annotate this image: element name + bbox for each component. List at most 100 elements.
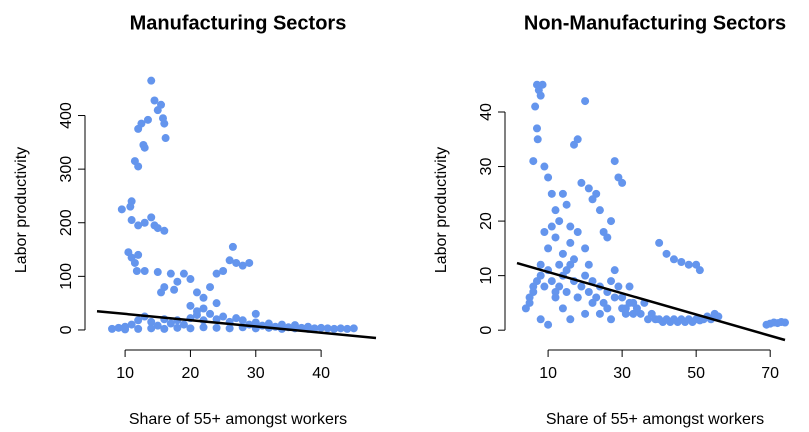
point bbox=[662, 249, 671, 258]
point bbox=[781, 318, 789, 327]
y-tick-label: 200 bbox=[58, 209, 75, 236]
point bbox=[232, 314, 241, 323]
fit-line bbox=[516, 261, 786, 342]
point bbox=[684, 260, 693, 269]
point bbox=[618, 178, 627, 187]
point bbox=[121, 325, 130, 334]
point bbox=[206, 283, 215, 292]
y-tick-label: 20 bbox=[478, 212, 495, 230]
point bbox=[343, 324, 352, 333]
point bbox=[251, 309, 260, 318]
point bbox=[669, 255, 678, 264]
point bbox=[614, 282, 623, 291]
point bbox=[629, 298, 638, 307]
point bbox=[540, 282, 549, 291]
point bbox=[134, 221, 143, 230]
fit-line bbox=[96, 309, 377, 340]
point bbox=[192, 310, 201, 319]
point bbox=[317, 323, 326, 332]
point bbox=[540, 228, 549, 236]
point bbox=[134, 316, 143, 325]
point bbox=[186, 301, 195, 310]
point bbox=[595, 206, 604, 215]
x-tick-label: 30 bbox=[613, 365, 631, 382]
point bbox=[531, 102, 540, 111]
y-tick-label: 30 bbox=[478, 158, 495, 176]
point bbox=[558, 304, 567, 313]
point bbox=[536, 91, 545, 100]
point bbox=[199, 304, 208, 313]
point bbox=[538, 80, 547, 89]
point bbox=[551, 206, 560, 215]
point bbox=[232, 258, 241, 267]
point bbox=[544, 173, 553, 182]
y-tick-label: 40 bbox=[478, 103, 495, 121]
point bbox=[225, 324, 234, 333]
point bbox=[581, 271, 590, 280]
point bbox=[558, 189, 567, 198]
point bbox=[160, 324, 169, 333]
point bbox=[179, 269, 188, 278]
point bbox=[562, 200, 571, 209]
point bbox=[147, 324, 156, 333]
point bbox=[147, 76, 156, 85]
point bbox=[566, 222, 575, 231]
point bbox=[558, 249, 567, 258]
point bbox=[603, 233, 612, 242]
point bbox=[603, 304, 612, 313]
point bbox=[192, 288, 201, 297]
y-axis-label: Labor productivity bbox=[13, 147, 30, 273]
point bbox=[573, 228, 582, 236]
point bbox=[540, 162, 549, 171]
x-tick-label: 40 bbox=[312, 365, 330, 382]
point bbox=[173, 277, 182, 286]
x-tick-label: 20 bbox=[182, 365, 200, 382]
point bbox=[117, 205, 126, 214]
point bbox=[562, 288, 571, 296]
point bbox=[161, 134, 170, 143]
point bbox=[245, 258, 254, 267]
point bbox=[521, 304, 530, 313]
point bbox=[592, 189, 601, 198]
point bbox=[134, 250, 143, 259]
point bbox=[566, 315, 575, 324]
point bbox=[547, 277, 556, 286]
point bbox=[588, 298, 597, 307]
point bbox=[219, 266, 228, 275]
point bbox=[547, 222, 556, 231]
point bbox=[544, 244, 553, 253]
point bbox=[166, 319, 175, 328]
point bbox=[581, 97, 590, 106]
y-tick-label: 100 bbox=[58, 263, 75, 290]
point bbox=[166, 269, 175, 278]
point bbox=[206, 309, 215, 318]
point bbox=[610, 293, 619, 302]
point bbox=[544, 320, 553, 329]
point bbox=[551, 288, 560, 296]
point bbox=[126, 202, 135, 211]
point bbox=[186, 324, 195, 333]
point bbox=[595, 309, 604, 318]
point bbox=[212, 299, 221, 308]
point bbox=[714, 312, 723, 321]
point bbox=[610, 266, 619, 275]
point bbox=[636, 309, 645, 318]
point bbox=[238, 316, 247, 325]
point bbox=[228, 242, 237, 251]
y-tick-label: 10 bbox=[478, 267, 495, 285]
point bbox=[581, 244, 590, 253]
point bbox=[186, 275, 195, 284]
point bbox=[336, 324, 345, 333]
point bbox=[134, 324, 143, 333]
point bbox=[555, 260, 564, 269]
point bbox=[536, 315, 545, 324]
point bbox=[147, 213, 156, 222]
point bbox=[160, 119, 169, 128]
y-axis-label: Labor productivity bbox=[433, 147, 450, 273]
chart-title: Non-Manufacturing Sectors bbox=[524, 12, 786, 34]
point bbox=[212, 323, 221, 332]
y-tick-label: 300 bbox=[58, 156, 75, 183]
point bbox=[677, 258, 686, 266]
point bbox=[607, 217, 616, 226]
